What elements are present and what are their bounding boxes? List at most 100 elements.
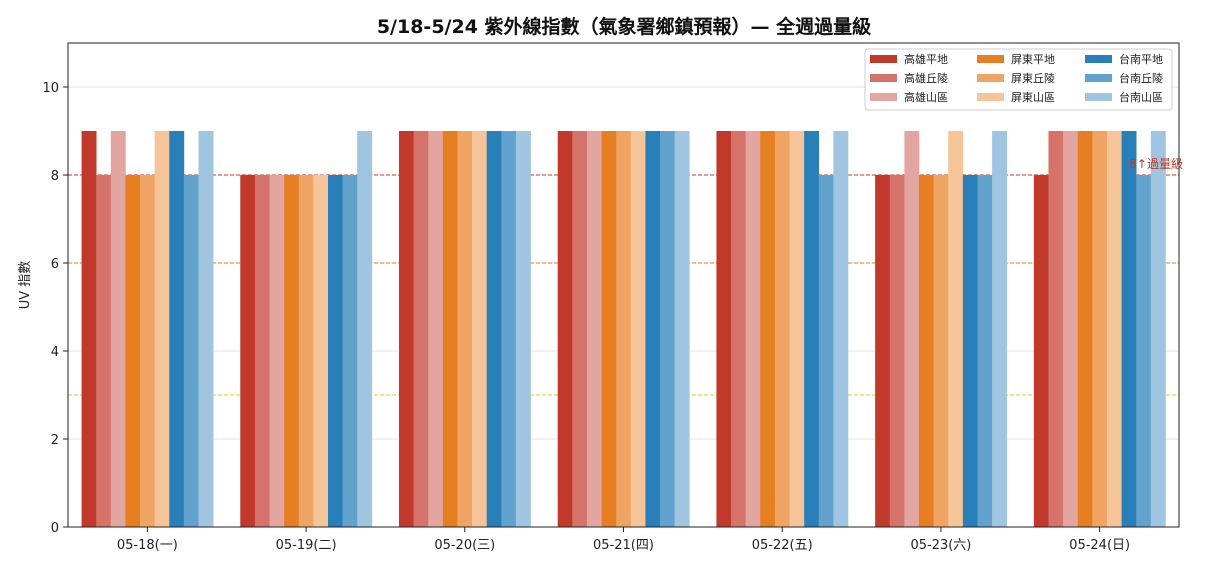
bar (501, 131, 517, 527)
bar (1136, 175, 1152, 527)
y-axis-label: UV 指數 (18, 261, 33, 310)
bar (1033, 175, 1049, 527)
x-tick-label: 05-24(日) (1069, 538, 1130, 553)
bar (660, 131, 675, 527)
legend-swatch (1085, 74, 1112, 82)
bar (572, 131, 588, 527)
legend-label: 高雄丘陵 (904, 71, 948, 85)
bar (630, 131, 646, 527)
bar (254, 175, 270, 527)
x-tick-label: 05-19(二) (276, 538, 337, 553)
bar (804, 131, 820, 527)
legend-label: 屏東丘陵 (1011, 72, 1055, 85)
bar (1092, 131, 1108, 527)
bar (1048, 131, 1064, 527)
legend-label: 高雄山區 (904, 90, 948, 104)
bar (342, 175, 358, 527)
bar (140, 175, 155, 527)
bar (745, 131, 761, 527)
legend-swatch (870, 55, 897, 63)
bar (875, 175, 891, 527)
bar (789, 131, 805, 527)
legend-swatch (1085, 55, 1112, 63)
bar (1063, 131, 1079, 527)
bar (601, 131, 617, 527)
bar (413, 131, 429, 527)
bar (933, 175, 949, 527)
y-ticks: 0 2 4 6 8 10 (42, 81, 68, 536)
bar (457, 131, 473, 527)
legend-swatch (977, 74, 1004, 82)
legend-swatch (977, 55, 1004, 63)
bar (645, 131, 661, 527)
bar (774, 131, 790, 527)
bar (889, 175, 905, 527)
bar (992, 131, 1008, 527)
bar (1121, 131, 1137, 527)
bar (313, 175, 329, 527)
y-tick-label: 6 (51, 257, 59, 272)
bar (948, 131, 964, 527)
bar (472, 131, 488, 527)
legend-label: 高雄平地 (904, 52, 948, 66)
bar (674, 131, 690, 527)
x-tick-label: 05-18(一) (117, 538, 178, 553)
legend-label: 屏東平地 (1011, 53, 1055, 66)
bar (96, 175, 112, 527)
legend-label: 台南丘陵 (1119, 71, 1163, 85)
y-tick-label: 4 (51, 345, 59, 360)
bar (428, 131, 444, 527)
x-tick-label: 05-23(六) (910, 538, 971, 553)
y-tick-label: 2 (51, 433, 59, 448)
chart-title: 5/18-5/24 紫外線指數（氣象署鄉鎮預報）— 全週過量級 (377, 15, 871, 38)
bar (328, 175, 343, 527)
bar (1077, 131, 1093, 527)
bar (904, 131, 920, 527)
y-tick-label: 8 (51, 169, 59, 184)
bar (1106, 131, 1122, 527)
bar (760, 131, 776, 527)
x-tick-label: 05-20(三) (434, 538, 495, 553)
reference-line-label: 8↑過量級 (1129, 157, 1183, 171)
bar (183, 175, 199, 527)
bar (818, 175, 834, 527)
x-tick-label: 05-22(五) (752, 538, 813, 553)
bar (977, 175, 993, 527)
bar (110, 131, 126, 527)
bar (284, 175, 300, 527)
legend-swatch (1085, 93, 1112, 101)
legend-label: 屏東山區 (1011, 91, 1055, 104)
bar (125, 175, 141, 527)
legend-swatch (870, 74, 897, 82)
x-tick-label: 05-21(四) (593, 538, 654, 553)
bar (962, 175, 978, 527)
legend-swatch (977, 93, 1004, 101)
bar (586, 131, 602, 527)
bar (269, 175, 285, 527)
bar (1150, 131, 1166, 527)
x-ticks: 05-18(一) 05-19(二) 05-20(三) 05-21(四) 05-22(五)… (117, 527, 1130, 553)
y-tick-label: 0 (51, 521, 59, 536)
bar (81, 131, 97, 527)
bar (398, 131, 414, 527)
bar (169, 131, 185, 527)
annotations: 8↑過量級 (1129, 157, 1183, 171)
legend-label: 台南山區 (1119, 90, 1163, 104)
legend-label: 台南平地 (1119, 52, 1163, 66)
bar (357, 131, 373, 527)
bar (616, 131, 632, 527)
bar (918, 175, 934, 527)
bar (198, 131, 214, 527)
bar (731, 131, 746, 527)
bar (442, 131, 458, 527)
bar (486, 131, 502, 527)
bar (240, 175, 256, 527)
bars (81, 131, 1166, 527)
bar (154, 131, 170, 527)
bar (833, 131, 849, 527)
y-tick-label: 10 (42, 81, 59, 96)
bar (557, 131, 573, 527)
